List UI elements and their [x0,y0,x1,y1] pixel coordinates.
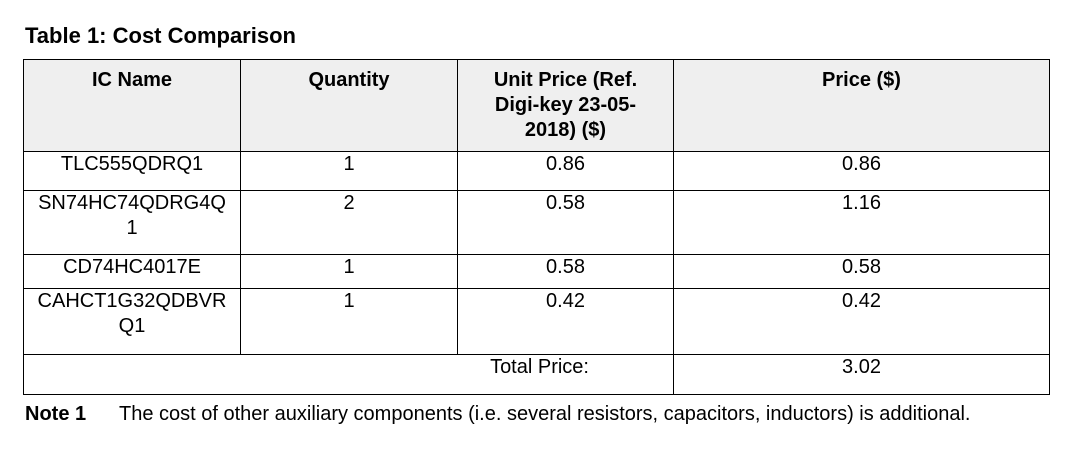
table-caption: Table 1: Cost Comparison [25,23,296,48]
cell-unit-price: 0.86 [457,151,674,191]
cell-quantity: 1 [240,254,458,289]
cell-unit-price: 0.58 [457,190,674,255]
total-price-label: Total Price: [23,354,674,395]
table-row: CD74HC4017E 1 0.58 0.58 [23,254,1050,289]
cell-unit-price: 0.42 [457,288,674,355]
cost-comparison-table: IC Name Quantity Unit Price (Ref. Digi-k… [23,59,1050,395]
cell-ic-name: SN74HC74QDRG4Q1 [23,190,241,255]
header-ic-name: IC Name [23,59,241,152]
cell-price: 1.16 [673,190,1050,255]
total-price-value: 3.02 [673,354,1050,395]
cell-quantity: 2 [240,190,458,255]
cell-price: 0.42 [673,288,1050,355]
table-note: Note 1 The cost of other auxiliary compon… [25,401,970,427]
cell-unit-price: 0.58 [457,254,674,289]
cell-ic-name: CAHCT1G32QDBVRQ1 [23,288,241,355]
note-label: Note 1 [25,403,87,425]
header-quantity: Quantity [240,59,458,152]
table-row: SN74HC74QDRG4Q1 2 0.58 1.16 [23,190,1050,255]
table-header-row: IC Name Quantity Unit Price (Ref. Digi-k… [23,59,1050,152]
header-unit-price: Unit Price (Ref. Digi-key 23-05-2018) ($… [457,59,674,152]
cell-price: 0.86 [673,151,1050,191]
cell-ic-name: CD74HC4017E [23,254,241,289]
total-row: Total Price: 3.02 [23,354,1050,395]
table-row: CAHCT1G32QDBVRQ1 1 0.42 0.42 [23,288,1050,355]
cell-quantity: 1 [240,288,458,355]
note-text: The cost of other auxiliary components (… [119,403,971,425]
header-price: Price ($) [673,59,1050,152]
cell-price: 0.58 [673,254,1050,289]
cell-ic-name: TLC555QDRQ1 [23,151,241,191]
cell-quantity: 1 [240,151,458,191]
table-row: TLC555QDRQ1 1 0.86 0.86 [23,151,1050,191]
